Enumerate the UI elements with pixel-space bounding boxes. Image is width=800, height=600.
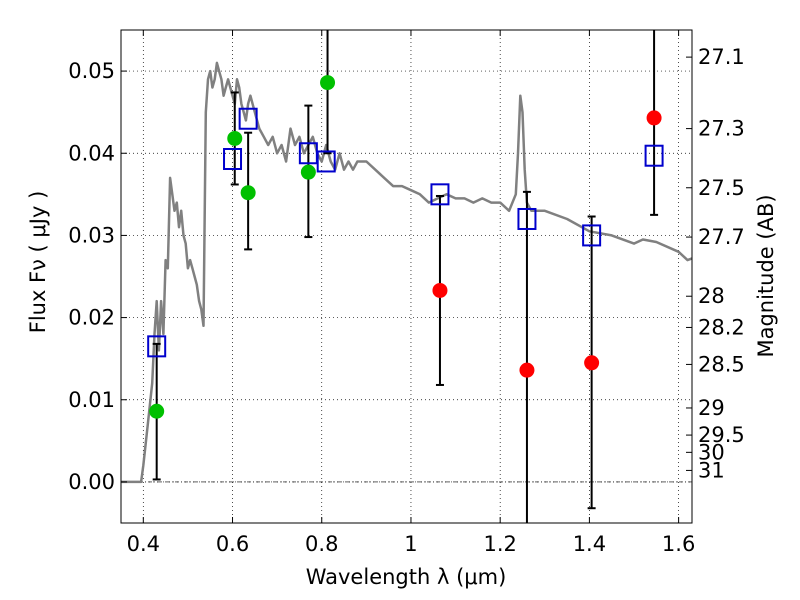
right-tick-label: 27.1 bbox=[698, 45, 745, 69]
right-tick-label: 29 bbox=[698, 396, 725, 420]
error-bars bbox=[152, 30, 659, 523]
right-tick-label: 28.5 bbox=[698, 352, 745, 376]
square-marker bbox=[316, 150, 336, 173]
circle-marker bbox=[320, 75, 336, 91]
right-tick-label: 27.3 bbox=[698, 117, 745, 141]
right-tick-label: 28 bbox=[698, 284, 725, 308]
x-tick-labels: 0.4 0.6 0.8 1 1.2 1.4 1.6 bbox=[127, 532, 696, 556]
x-tick-label: 0.4 bbox=[127, 532, 160, 556]
x-tick-label: 1.2 bbox=[483, 532, 516, 556]
y-tick-label: 0.05 bbox=[68, 59, 115, 83]
plot-frame bbox=[120, 29, 693, 524]
square-marker bbox=[223, 148, 243, 171]
circle-marker bbox=[227, 130, 243, 146]
y-tick-label: 0.03 bbox=[68, 223, 115, 247]
circle-marker bbox=[519, 362, 535, 378]
y-tick-label: 0.02 bbox=[68, 306, 115, 330]
data-markers bbox=[147, 75, 664, 419]
circle-marker bbox=[584, 355, 600, 371]
square-marker bbox=[238, 107, 258, 130]
y-tick-label: 0.04 bbox=[68, 141, 115, 165]
square-marker bbox=[430, 183, 450, 206]
model-sed-line bbox=[121, 61, 693, 484]
x-tick-label: 1.4 bbox=[573, 532, 606, 556]
square-marker bbox=[517, 207, 537, 230]
x-tick-label: 0.6 bbox=[216, 532, 249, 556]
y-axis-label-right: Magnitude (AB) bbox=[754, 194, 778, 357]
circle-marker bbox=[240, 185, 256, 201]
x-tick-label: 1.6 bbox=[662, 532, 695, 556]
square-marker bbox=[582, 224, 602, 247]
right-tick-label: 30 bbox=[698, 440, 725, 464]
y-tick-label: 0.01 bbox=[68, 388, 115, 412]
axis-ticks bbox=[121, 30, 692, 523]
right-tick-label: 27.5 bbox=[698, 176, 745, 200]
square-marker bbox=[147, 335, 167, 358]
right-tick-label: 29.5 bbox=[698, 423, 745, 447]
circle-marker bbox=[149, 403, 165, 419]
x-tick-label: 1 bbox=[404, 532, 417, 556]
square-marker bbox=[644, 144, 664, 167]
x-axis-label: Wavelength λ (μm) bbox=[306, 565, 507, 589]
right-tick-label: 31 bbox=[698, 458, 725, 482]
x-tick-label: 0.8 bbox=[305, 532, 338, 556]
circle-marker bbox=[646, 110, 662, 126]
circle-marker bbox=[300, 164, 316, 180]
y-tick-label: 0.00 bbox=[68, 470, 115, 494]
y-axis-label-left: Flux Fν ( μJy ) bbox=[26, 191, 50, 334]
model-sed bbox=[121, 61, 693, 484]
circle-marker bbox=[432, 282, 448, 298]
right-tick-label: 28.2 bbox=[698, 315, 745, 339]
right-tick-label: 27.7 bbox=[698, 225, 745, 249]
y-tick-labels: 0.00 0.01 0.02 0.03 0.04 0.05 bbox=[68, 59, 115, 494]
